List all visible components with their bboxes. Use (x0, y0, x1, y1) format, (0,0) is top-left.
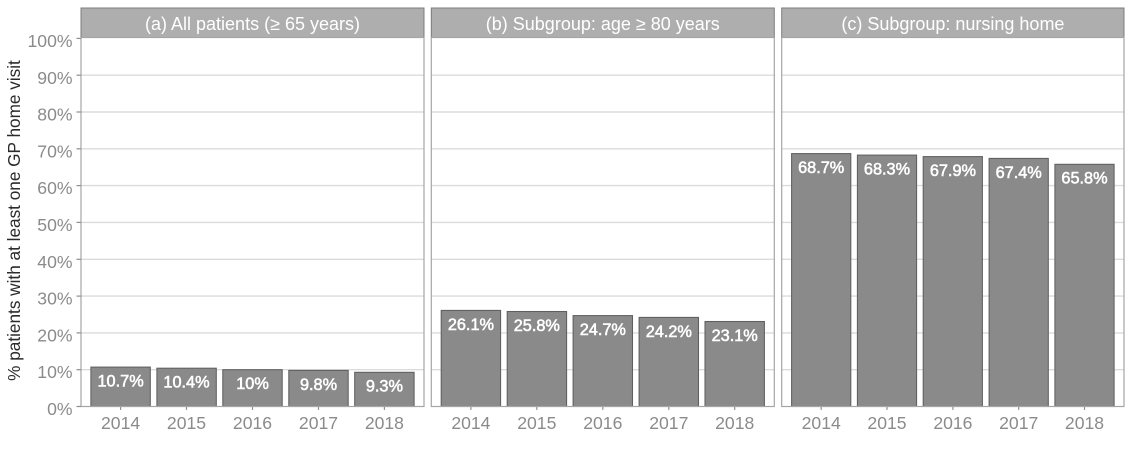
svg-text:50%: 50% (37, 215, 73, 235)
svg-text:30%: 30% (37, 289, 73, 309)
svg-text:2015: 2015 (867, 413, 906, 433)
svg-text:2016: 2016 (583, 413, 622, 433)
svg-text:60%: 60% (37, 178, 73, 198)
svg-text:67.9%: 67.9% (930, 162, 976, 180)
svg-text:2016: 2016 (933, 413, 972, 433)
svg-text:% patients with at least one G: % patients with at least one GP home vis… (4, 60, 24, 381)
svg-text:20%: 20% (37, 325, 73, 345)
svg-text:2014: 2014 (101, 413, 140, 433)
svg-text:24.7%: 24.7% (580, 321, 626, 339)
svg-text:25.8%: 25.8% (514, 317, 560, 335)
svg-text:68.3%: 68.3% (864, 161, 910, 179)
svg-text:67.4%: 67.4% (996, 164, 1042, 182)
svg-text:80%: 80% (37, 105, 73, 125)
svg-text:9.3%: 9.3% (366, 378, 403, 396)
svg-text:9.8%: 9.8% (300, 376, 337, 394)
svg-text:26.1%: 26.1% (448, 316, 494, 334)
svg-text:10%: 10% (236, 375, 269, 393)
svg-text:2017: 2017 (649, 413, 688, 433)
svg-text:23.1%: 23.1% (712, 327, 758, 345)
svg-text:(c) Subgroup: nursing home: (c) Subgroup: nursing home (841, 14, 1064, 34)
svg-text:2017: 2017 (999, 413, 1038, 433)
svg-text:(b) Subgroup: age ≥ 80 years: (b) Subgroup: age ≥ 80 years (486, 14, 720, 34)
svg-text:68.7%: 68.7% (798, 159, 844, 177)
svg-text:10.7%: 10.7% (98, 373, 144, 391)
svg-text:10.4%: 10.4% (163, 374, 209, 392)
svg-text:2018: 2018 (715, 413, 754, 433)
svg-text:70%: 70% (37, 141, 73, 161)
svg-text:40%: 40% (37, 252, 73, 272)
svg-text:10%: 10% (37, 362, 73, 382)
svg-text:2016: 2016 (233, 413, 272, 433)
svg-text:24.2%: 24.2% (646, 323, 692, 341)
svg-text:2015: 2015 (167, 413, 206, 433)
svg-text:2014: 2014 (802, 413, 841, 433)
svg-text:(a) All patients (≥ 65 years): (a) All patients (≥ 65 years) (145, 14, 360, 34)
svg-text:100%: 100% (28, 31, 73, 51)
svg-text:2017: 2017 (299, 413, 338, 433)
svg-text:90%: 90% (37, 68, 73, 88)
svg-text:2015: 2015 (517, 413, 556, 433)
svg-text:65.8%: 65.8% (1061, 170, 1107, 188)
svg-text:0%: 0% (47, 399, 73, 419)
svg-text:2018: 2018 (365, 413, 404, 433)
svg-text:2014: 2014 (451, 413, 490, 433)
svg-text:2018: 2018 (1065, 413, 1104, 433)
